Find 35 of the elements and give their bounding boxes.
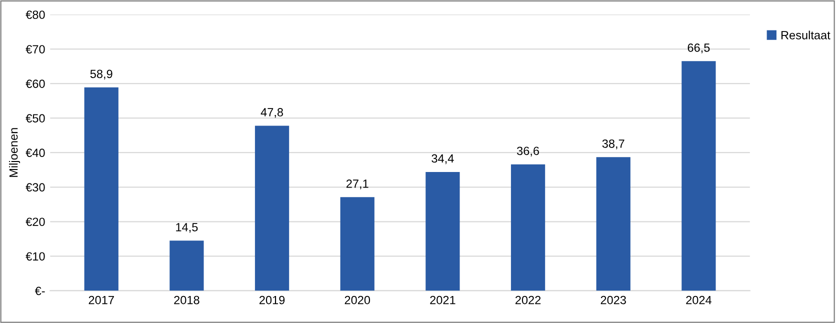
x-tick-label: 2021 (430, 296, 456, 304)
data-label: 36,6 (516, 146, 539, 156)
bar (682, 61, 716, 291)
x-tick-label: 2019 (259, 296, 285, 304)
y-tick-label: €60 (26, 80, 45, 88)
bar (596, 157, 630, 291)
y-tick-label: €- (34, 286, 45, 296)
y-tick-label: €70 (26, 45, 45, 54)
bar (254, 126, 290, 291)
y-tick-label: €10 (26, 252, 45, 261)
data-label: 66,5 (688, 44, 710, 54)
y-tick-label: €20 (26, 218, 45, 226)
data-label: 27,1 (346, 180, 368, 190)
y-axis-title: Miljoenen (9, 128, 20, 177)
data-label: 58,9 (90, 70, 112, 80)
bar (510, 164, 546, 291)
x-tick-label: 2018 (174, 296, 200, 304)
bar (426, 172, 460, 291)
bar (170, 240, 204, 291)
data-label: 34,4 (432, 154, 454, 164)
data-label: 38,7 (602, 139, 624, 150)
x-tick-label: 2024 (686, 296, 712, 304)
x-tick-label: 2022 (515, 296, 541, 304)
y-tick-label: €80 (26, 10, 45, 19)
y-tick-label: €30 (26, 183, 45, 192)
y-tick-label: €50 (26, 114, 45, 122)
x-tick-label: 2017 (88, 296, 114, 304)
bar (84, 87, 118, 291)
data-label: 47,8 (260, 108, 283, 118)
y-tick-label: €40 (26, 148, 45, 158)
legend-label: Resultaat (781, 30, 830, 40)
x-tick-label: 2020 (344, 296, 370, 304)
bar (340, 197, 374, 291)
x-tick-label: 2023 (600, 296, 626, 304)
data-label: 14,5 (176, 223, 198, 233)
